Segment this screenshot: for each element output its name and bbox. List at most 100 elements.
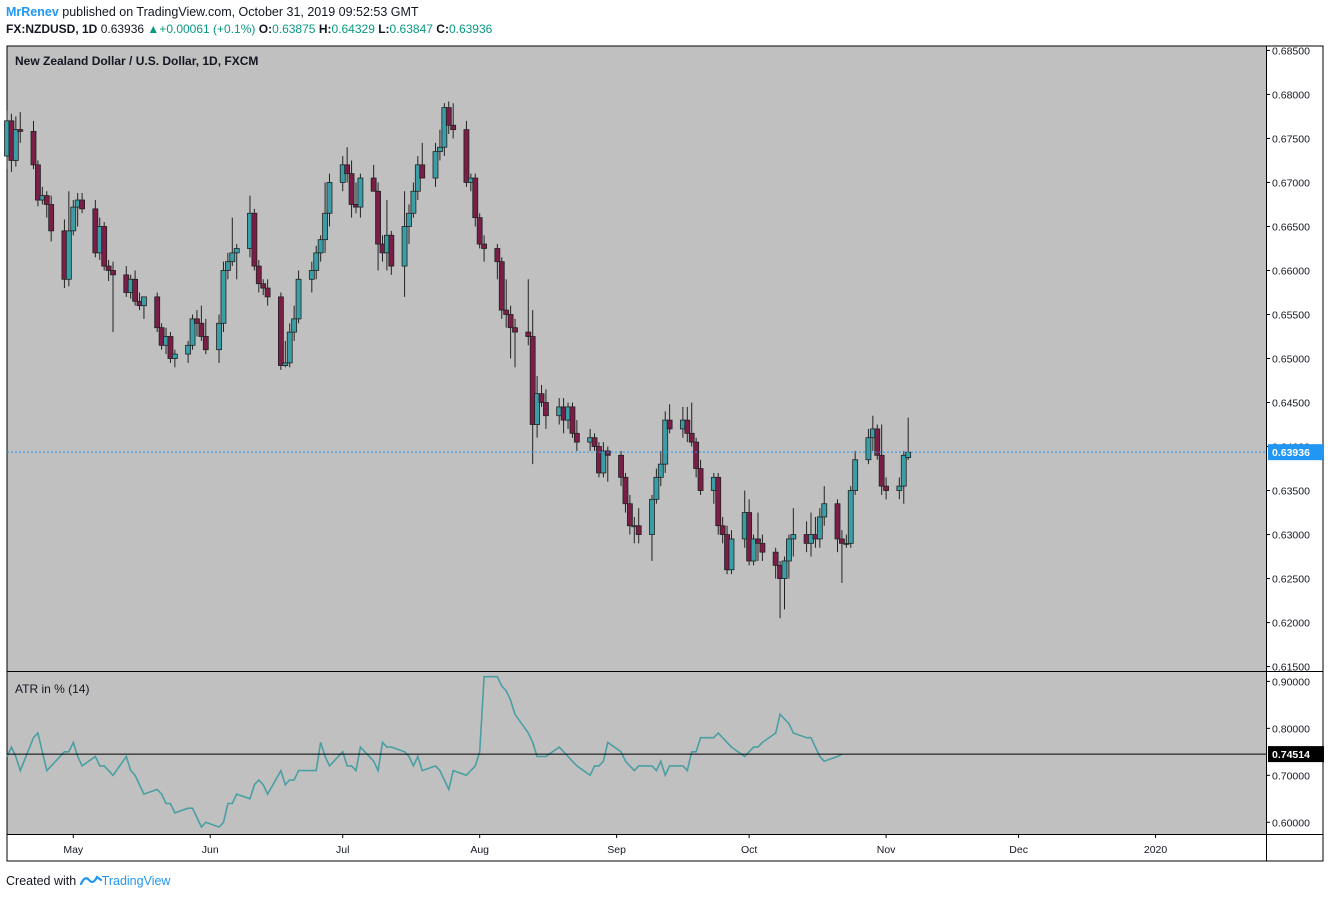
high-label: H: (318, 22, 332, 36)
candle-bear (348, 160, 355, 218)
candle-body (282, 362, 289, 366)
candle-body (441, 107, 448, 148)
candle-body (503, 309, 510, 315)
candle-body (693, 441, 700, 469)
candle-bear (618, 450, 624, 487)
candle-body (839, 538, 845, 544)
candle-body (834, 503, 841, 540)
price-tick-label: 0.68000 (1272, 89, 1310, 101)
candle-body (344, 164, 351, 175)
price-pane[interactable] (7, 46, 1266, 671)
candle-body (662, 419, 669, 465)
author-name[interactable]: MrRenev (6, 5, 59, 19)
candle-body (728, 538, 735, 571)
candle-body (821, 503, 828, 518)
candle-bear (543, 389, 549, 429)
price-tick-label: 0.65500 (1272, 309, 1310, 321)
candle-body (878, 454, 885, 487)
candle-bull (843, 534, 850, 548)
candle-bull (216, 314, 222, 363)
candle-bull (790, 508, 797, 557)
price-tick-label: 0.68500 (1272, 45, 1310, 57)
time-tick-label: Jul (336, 844, 349, 856)
candle-bull (821, 486, 828, 526)
candle-bull (786, 534, 792, 579)
candle-bear (30, 120, 37, 170)
candle-body (635, 525, 642, 535)
candle-body (198, 322, 205, 337)
candle-bull (295, 270, 302, 324)
price-tick-label: 0.63500 (1272, 486, 1310, 498)
atr-axis[interactable]: 0.90000 0.80000 0.70000 0.60000 (1266, 676, 1310, 829)
candle-bear (746, 499, 753, 566)
candle-bear (622, 472, 629, 513)
candle-body (326, 182, 333, 214)
candle-bull (406, 204, 412, 245)
price-tick-label: 0.67000 (1272, 177, 1310, 189)
candle-body (649, 498, 655, 535)
candle-bear (48, 195, 55, 242)
candle-bear (529, 310, 536, 465)
candle-bull (185, 340, 192, 363)
price-tick-label: 0.67500 (1272, 133, 1310, 145)
atr-pane[interactable] (7, 672, 1266, 834)
candle-body (657, 463, 664, 478)
candle-body (883, 485, 889, 491)
candle-body (472, 177, 479, 219)
candle-bear (878, 424, 885, 495)
markers: 0.63936 0.74514 (7, 444, 1324, 763)
candle-bull (313, 245, 320, 280)
candle-body (317, 239, 324, 254)
candle-bull (432, 142, 439, 187)
chart-title: New Zealand Dollar / U.S. Dollar, 1D, FX… (15, 54, 258, 68)
candle-body (874, 428, 881, 456)
candle-body (229, 252, 236, 263)
price-axis[interactable]: 0.68500 0.68000 0.67500 0.67000 0.66500 0.660… (1266, 45, 1310, 674)
last-price: 0.63936 (100, 22, 145, 36)
candle-bear (573, 420, 580, 451)
low-label: L: (378, 22, 390, 36)
candle-bear (370, 164, 377, 192)
candle-body (286, 331, 293, 364)
candle-body (591, 437, 598, 447)
price-tick-label: 0.61500 (1272, 662, 1310, 674)
candle-body (865, 437, 872, 461)
candle-bear (715, 472, 722, 535)
tradingview-link[interactable]: TradingView (101, 874, 171, 888)
candle-bear (834, 499, 841, 553)
candle-body (295, 278, 302, 320)
candle-bull (600, 442, 607, 478)
candle-body (684, 419, 691, 434)
candle-bull (401, 191, 408, 297)
candle-bull (220, 261, 227, 333)
candle-body (900, 454, 907, 487)
candle-bear (445, 101, 452, 135)
candle-body (781, 560, 788, 579)
created-with-text: Created with (6, 874, 77, 888)
candle-body (688, 432, 695, 443)
candle-bull (322, 182, 328, 253)
candle-body (816, 516, 823, 540)
candle-bull (437, 129, 443, 161)
price-tick-label: 0.63000 (1272, 530, 1310, 542)
candle-bear (260, 279, 267, 296)
ohlc-legend: FX:NZDUSD, 1D 0.63936 ▲+0.00061 (+0.1%) … (6, 22, 492, 36)
candle-body (313, 252, 320, 271)
candle-bear (17, 112, 24, 143)
candle-bear (759, 534, 766, 561)
time-tick-label: Dec (1009, 844, 1028, 856)
candle-body (481, 243, 487, 249)
candle-body (30, 130, 37, 166)
candle-body (291, 318, 298, 333)
candle-body (255, 265, 262, 285)
time-axis[interactable]: May Jun Jul Aug Sep Oct Nov Dec 2020 (63, 834, 1167, 856)
candles (4, 101, 912, 619)
candle-body (653, 476, 660, 500)
candle-bear (503, 279, 510, 328)
candle-body (445, 107, 452, 126)
candle-body (410, 190, 417, 214)
candle-bear (132, 270, 139, 306)
price-tick-label: 0.64500 (1272, 398, 1310, 410)
footer: Created with TradingView (6, 874, 170, 888)
